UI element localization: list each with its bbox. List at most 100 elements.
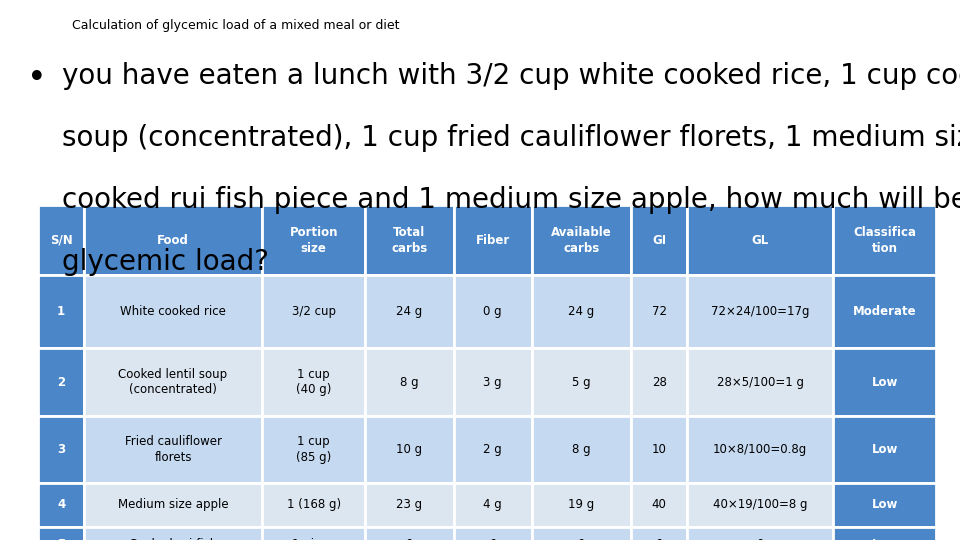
Bar	[687, 483, 833, 526]
Text: 1 piece: 1 piece	[292, 537, 335, 540]
Text: 5 g: 5 g	[572, 375, 590, 389]
Text: 10×8/100=0.8g: 10×8/100=0.8g	[713, 443, 807, 456]
Bar	[454, 483, 532, 526]
Bar	[454, 526, 532, 540]
Text: GI: GI	[652, 234, 666, 247]
Text: 2 g: 2 g	[483, 443, 502, 456]
Bar	[532, 483, 631, 526]
Bar	[84, 416, 262, 483]
Bar	[262, 348, 365, 416]
Text: 72×24/100=17g: 72×24/100=17g	[711, 305, 809, 319]
Text: Low: Low	[872, 537, 898, 540]
Bar	[687, 275, 833, 348]
Bar	[84, 483, 262, 526]
Text: 4: 4	[57, 498, 65, 511]
Bar	[454, 205, 532, 275]
Bar	[38, 205, 84, 275]
Text: 5: 5	[57, 537, 65, 540]
Text: cooked rui fish piece and 1 medium size apple, how much will be your total: cooked rui fish piece and 1 medium size …	[62, 186, 960, 214]
Bar	[84, 348, 262, 416]
Bar	[833, 348, 936, 416]
Bar	[365, 526, 454, 540]
Text: 40: 40	[652, 498, 666, 511]
Bar	[631, 348, 687, 416]
Text: 24 g: 24 g	[568, 305, 594, 319]
Text: 40×19/100=8 g: 40×19/100=8 g	[713, 498, 807, 511]
Bar	[532, 416, 631, 483]
Bar	[365, 205, 454, 275]
Bar	[262, 526, 365, 540]
Text: S/N: S/N	[50, 234, 73, 247]
Bar	[262, 416, 365, 483]
Text: 8 g: 8 g	[572, 443, 590, 456]
Bar	[84, 275, 262, 348]
Bar	[262, 275, 365, 348]
Bar	[38, 348, 84, 416]
Bar	[454, 416, 532, 483]
Bar	[687, 205, 833, 275]
Text: 10 g: 10 g	[396, 443, 422, 456]
Text: 1 cup
(85 g): 1 cup (85 g)	[296, 435, 331, 464]
Text: 1 (168 g): 1 (168 g)	[287, 498, 341, 511]
Bar	[262, 483, 365, 526]
Text: 28×5/100=1 g: 28×5/100=1 g	[717, 375, 804, 389]
Text: 1 cup
(40 g): 1 cup (40 g)	[296, 368, 331, 396]
Text: 0: 0	[656, 537, 662, 540]
Text: 28: 28	[652, 375, 666, 389]
Bar	[365, 483, 454, 526]
Bar	[833, 416, 936, 483]
Bar	[532, 526, 631, 540]
Text: 24 g: 24 g	[396, 305, 422, 319]
Bar	[631, 526, 687, 540]
Text: you have eaten a lunch with 3/2 cup white cooked rice, 1 cup cooked lentil: you have eaten a lunch with 3/2 cup whit…	[62, 62, 960, 90]
Bar	[262, 205, 365, 275]
Bar	[631, 275, 687, 348]
Text: 23 g: 23 g	[396, 498, 422, 511]
Bar	[454, 275, 532, 348]
Bar	[454, 348, 532, 416]
Text: Food: Food	[157, 234, 189, 247]
Bar	[365, 275, 454, 348]
Bar	[631, 205, 687, 275]
Text: 72: 72	[652, 305, 666, 319]
Text: Cooked rui fish: Cooked rui fish	[129, 537, 217, 540]
Text: Cooked lentil soup
(concentrated): Cooked lentil soup (concentrated)	[118, 368, 228, 396]
Text: Fried cauliflower
florets: Fried cauliflower florets	[125, 435, 222, 464]
Text: Calculation of glycemic load of a mixed meal or diet: Calculation of glycemic load of a mixed …	[72, 19, 399, 32]
Bar	[365, 416, 454, 483]
Bar	[631, 483, 687, 526]
Text: glycemic load?: glycemic load?	[62, 248, 270, 276]
Text: Portion
size: Portion size	[289, 226, 338, 254]
Text: 0: 0	[489, 537, 496, 540]
Bar	[38, 416, 84, 483]
Text: Fiber: Fiber	[475, 234, 510, 247]
Text: Classifica
tion: Classifica tion	[853, 226, 916, 254]
Text: Low: Low	[872, 375, 898, 389]
Text: Low: Low	[872, 443, 898, 456]
Text: 19 g: 19 g	[568, 498, 594, 511]
Text: soup (concentrated), 1 cup fried cauliflower florets, 1 medium size (60 g): soup (concentrated), 1 cup fried caulifl…	[62, 124, 960, 152]
Bar	[365, 348, 454, 416]
Bar	[833, 483, 936, 526]
Bar	[38, 526, 84, 540]
Text: 0: 0	[756, 537, 764, 540]
Text: 1: 1	[57, 305, 65, 319]
Text: Moderate: Moderate	[852, 305, 917, 319]
Bar	[833, 526, 936, 540]
Bar	[38, 483, 84, 526]
Bar	[631, 416, 687, 483]
Bar	[532, 275, 631, 348]
Text: Total
carbs: Total carbs	[392, 226, 427, 254]
Bar	[84, 526, 262, 540]
Bar	[687, 526, 833, 540]
Text: White cooked rice: White cooked rice	[120, 305, 226, 319]
Text: 10: 10	[652, 443, 666, 456]
Bar	[84, 205, 262, 275]
Text: Medium size apple: Medium size apple	[118, 498, 228, 511]
Text: 0 g: 0 g	[483, 305, 502, 319]
Bar	[687, 348, 833, 416]
Bar	[833, 205, 936, 275]
Text: Available
carbs: Available carbs	[551, 226, 612, 254]
Text: GL: GL	[752, 234, 769, 247]
Text: 3 g: 3 g	[483, 375, 502, 389]
